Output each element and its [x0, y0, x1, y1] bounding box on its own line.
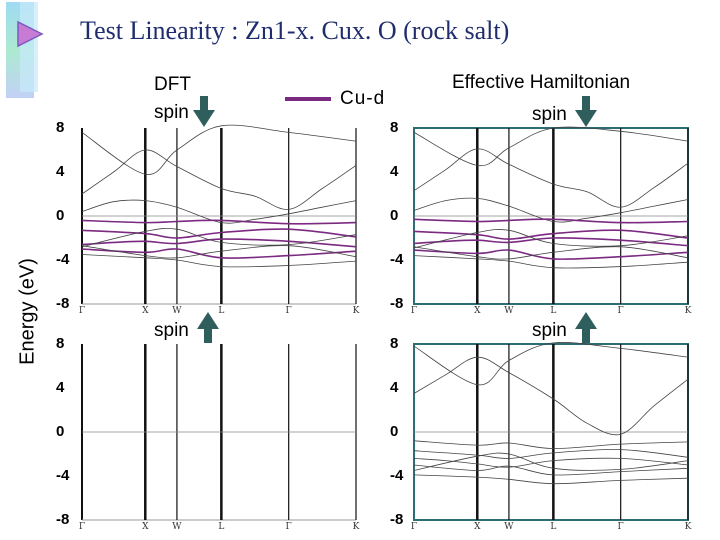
eh-up-band-cond1: [413, 126, 689, 167]
dft-up-k-label: W: [172, 306, 182, 316]
eh-down-k-label: L: [550, 522, 556, 532]
eh-down-k-label: K: [685, 522, 692, 532]
dft-up-band-cond3: [81, 199, 357, 224]
dft-down-k-label: W: [172, 522, 182, 532]
eh-down-ytick-label: -4: [390, 467, 404, 484]
eh-up-k-label: Γ: [618, 306, 624, 316]
dft-up-band-val1: [81, 227, 357, 248]
dft-down-ytick-label: 8: [56, 335, 65, 352]
dft-down-ytick-label: 4: [56, 379, 65, 396]
dft-up-k-label: K: [353, 306, 360, 316]
eh-down-k-label: Γ: [411, 522, 417, 532]
spin-up-arrow-icon: [197, 312, 219, 343]
eh-spin-up-label: spin: [532, 104, 567, 125]
dft-up-k-label: X: [142, 306, 149, 316]
dft-down-k-label: Γ: [286, 522, 292, 532]
eh-down-band-v4: [413, 464, 689, 476]
eh-down-ytick-label: 8: [390, 335, 399, 352]
eh-up-k-label: K: [685, 306, 692, 316]
eh-down-ytick-label: -8: [390, 511, 404, 528]
eh-up-band-val3: [413, 255, 689, 269]
spin-down-arrow-icon: [575, 96, 597, 127]
dft-up-k-label: L: [218, 306, 224, 316]
dft-up-k-label: Γ: [79, 306, 85, 316]
legend-cu-d-label: Cu-d: [340, 88, 386, 109]
eh-down-band-v5: [413, 452, 689, 471]
eh-up-band-cond2: [413, 148, 689, 208]
dft-spin-up-label: spin: [154, 102, 189, 123]
spin-down-arrow-icon: [193, 96, 215, 127]
eh-up-ytick-label: -8: [390, 295, 404, 312]
eh-up-k-label: X: [474, 306, 481, 316]
dft-down-ytick-label: -4: [56, 467, 70, 484]
effective-hamiltonian-label: Effective Hamiltonian: [452, 72, 631, 93]
eh-up-band-cu1: [413, 218, 689, 224]
eh-down-band-v2: [413, 449, 689, 459]
dft-up-band-cu3: [81, 238, 357, 248]
eh-up-k-label: L: [550, 306, 556, 316]
eh-up-band-cu4: [413, 249, 689, 260]
triangle-marker-icon: [17, 20, 44, 48]
dft-down-k-label: L: [218, 522, 224, 532]
dft-up-ytick-label: -4: [56, 251, 70, 268]
spin-up-arrow-icon: [575, 312, 597, 343]
eh-up-k-label: Γ: [411, 306, 417, 316]
dft-up-ytick-label: 0: [56, 207, 65, 224]
eh-up-band-cu2: [413, 229, 689, 240]
dft-label: DFT: [154, 74, 191, 95]
eh-down-band-v1: [413, 440, 689, 449]
eh-down-ytick-label: 4: [390, 379, 399, 396]
dft-up-band-cu2: [81, 228, 357, 239]
dft-up-ytick-label: 8: [56, 119, 65, 136]
eh-spin-down-label: spin: [532, 320, 567, 341]
eh-up-k-label: W: [504, 306, 514, 316]
slide-decoration: [6, 2, 44, 98]
eh-down-band-v6: [413, 474, 689, 485]
eh-up-band-val2: [413, 246, 689, 260]
dft-down-k-label: K: [353, 522, 360, 532]
eh-up-ytick-label: 0: [390, 207, 399, 224]
dft-down-k-label: X: [142, 522, 149, 532]
dft-up-band-cu4: [81, 248, 357, 259]
dft-up-band-cu1: [81, 219, 357, 225]
dft-down-k-label: Γ: [79, 522, 85, 532]
dft-down-ytick-label: -8: [56, 511, 70, 528]
eh-down-k-label: Γ: [618, 522, 624, 532]
dft-down-ytick-label: 0: [56, 423, 65, 440]
eh-up-ytick-label: -4: [390, 251, 404, 268]
eh-down-ytick-label: 0: [390, 423, 399, 440]
dft-up-ytick-label: 4: [56, 163, 65, 180]
eh-down-k-label: W: [504, 522, 514, 532]
dft-up-band-val3: [81, 254, 357, 268]
dft-up-band-val2: [81, 245, 357, 259]
legend-cu-d-swatch: [285, 97, 331, 101]
dft-up-band-cond2: [81, 149, 357, 210]
eh-up-band-val1: [413, 229, 689, 249]
eh-up-band-cond3: [413, 197, 689, 223]
eh-down-band-v3: [413, 457, 689, 468]
dft-up-ytick-label: -8: [56, 295, 70, 312]
eh-up-ytick-label: 4: [390, 163, 399, 180]
eh-down-band-cond2: [413, 356, 689, 436]
dft-spin-down-label: spin: [154, 320, 189, 341]
eh-down-band-cond1: [413, 342, 689, 386]
eh-down-k-label: X: [474, 522, 481, 532]
slide-title: Test Linearity : Zn1-x. Cux. O (rock sal…: [80, 16, 510, 45]
eh-up-band-cu3: [413, 237, 689, 247]
eh-up-ytick-label: 8: [390, 119, 399, 136]
dft-up-k-label: Γ: [286, 306, 292, 316]
dft-up-band-cond1: [81, 124, 357, 175]
